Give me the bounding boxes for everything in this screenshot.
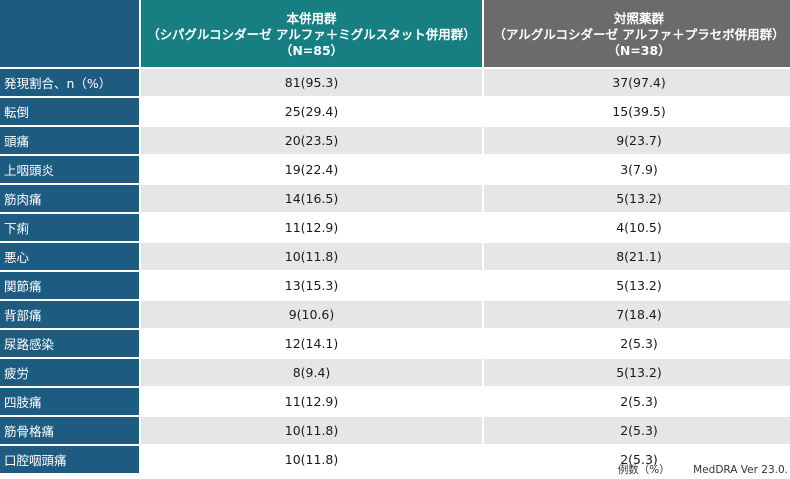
control-group-value: 5(13.2) [484,359,790,386]
table-row: 背部痛 9(10.6) 7(18.4) [0,301,790,328]
row-label: 転倒 [0,98,139,125]
table-row: 頭痛 20(23.5) 9(23.7) [0,127,790,154]
control-group-value: 5(13.2) [484,185,790,212]
drug-group-value: 25(29.4) [141,98,482,125]
control-group-value: 2(5.3) [484,446,790,473]
table-body: 発現割合、n（%） 81(95.3) 37(97.4) 転倒 25(29.4) 15(39… [0,69,790,473]
drug-group-value: 12(14.1) [141,330,482,357]
row-label: 背部痛 [0,301,139,328]
table-row: 悪心 10(11.8) 8(21.1) [0,243,790,270]
table-row: 筋肉痛 14(16.5) 5(13.2) [0,185,790,212]
row-label: 筋骨格痛 [0,417,139,444]
drug-group-value: 10(11.8) [141,417,482,444]
table-row: 尿路感染 12(14.1) 2(5.3) [0,330,790,357]
drug-group-value: 14(16.5) [141,185,482,212]
drug-group-value: 8(9.4) [141,359,482,386]
header-control-group: 対照薬群 （アルグルコシダーゼ アルファ＋プラセボ併用群） （N=38） [484,0,790,67]
table-row: 疲労 8(9.4) 5(13.2) [0,359,790,386]
control-group-subtitle: （アルグルコシダーゼ アルファ＋プラセボ併用群） [493,26,785,42]
row-label: 筋肉痛 [0,185,139,212]
control-group-value: 4(10.5) [484,214,790,241]
drug-group-value: 10(11.8) [141,243,482,270]
row-label: 四肢痛 [0,388,139,415]
control-group-value: 7(18.4) [484,301,790,328]
drug-group-n: （N=85） [279,42,344,58]
row-label: 疲労 [0,359,139,386]
control-group-value: 2(5.3) [484,388,790,415]
table-row: 下痢 11(12.9) 4(10.5) [0,214,790,241]
header-drug-group: 本併用群 （シパグルコシダーゼ アルファ＋ミグルスタット併用群） （N=85） [141,0,482,67]
footnote: 例数（%） MedDRA Ver 23.0. [598,462,788,477]
footnote-unit: 例数（%） [617,464,670,476]
drug-group-value: 9(10.6) [141,301,482,328]
control-group-value: 3(7.9) [484,156,790,183]
row-label: 頭痛 [0,127,139,154]
table-row: 上咽頭炎 19(22.4) 3(7.9) [0,156,790,183]
footnote-meddra-version: MedDRA Ver 23.0. [693,464,788,476]
row-label: 発現割合、n（%） [0,69,139,96]
row-label: 下痢 [0,214,139,241]
drug-group-value: 11(12.9) [141,214,482,241]
drug-group-title: 本併用群 [286,10,337,26]
table-row: 発現割合、n（%） 81(95.3) 37(97.4) [0,69,790,96]
row-label: 上咽頭炎 [0,156,139,183]
header-blank-cell [0,0,139,67]
control-group-value: 5(13.2) [484,272,790,299]
control-group-value: 9(23.7) [484,127,790,154]
control-group-value: 8(21.1) [484,243,790,270]
drug-group-value: 11(12.9) [141,388,482,415]
row-label: 悪心 [0,243,139,270]
control-group-value: 37(97.4) [484,69,790,96]
row-label: 口腔咽頭痛 [0,446,139,473]
table-row: 口腔咽頭痛 10(11.8) 2(5.3) [0,446,790,473]
table-row: 関節痛 13(15.3) 5(13.2) [0,272,790,299]
control-group-value: 2(5.3) [484,330,790,357]
control-group-title: 対照薬群 [613,10,664,26]
row-label: 尿路感染 [0,330,139,357]
drug-group-subtitle: （シパグルコシダーゼ アルファ＋ミグルスタット併用群） [147,26,476,42]
drug-group-value: 13(15.3) [141,272,482,299]
row-label: 関節痛 [0,272,139,299]
control-group-n: （N=38） [607,42,671,58]
table-header-row: 本併用群 （シパグルコシダーゼ アルファ＋ミグルスタット併用群） （N=85） … [0,0,790,67]
control-group-value: 15(39.5) [484,98,790,125]
table-row: 筋骨格痛 10(11.8) 2(5.3) [0,417,790,444]
drug-group-value: 19(22.4) [141,156,482,183]
drug-group-value: 81(95.3) [141,69,482,96]
drug-group-value: 10(11.8) [141,446,482,473]
table-row: 四肢痛 11(12.9) 2(5.3) [0,388,790,415]
control-group-value: 2(5.3) [484,417,790,444]
table-row: 転倒 25(29.4) 15(39.5) [0,98,790,125]
drug-group-value: 20(23.5) [141,127,482,154]
